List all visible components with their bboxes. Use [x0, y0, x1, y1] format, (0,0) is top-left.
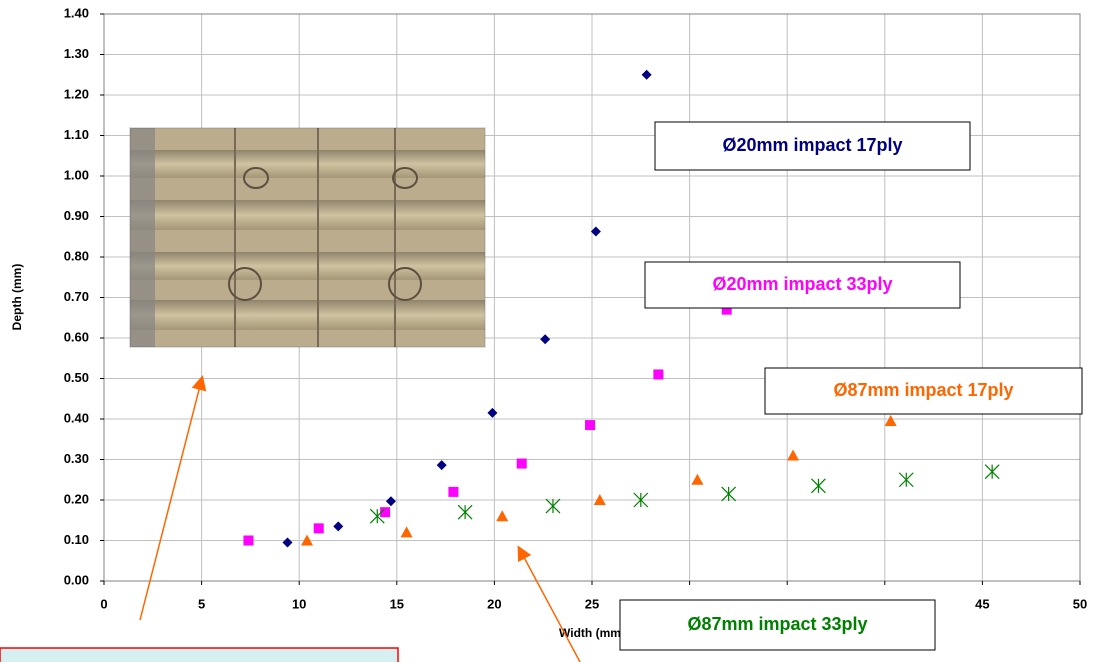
point — [333, 521, 344, 532]
y-tick-label: 0.40 — [64, 410, 89, 425]
point — [436, 460, 447, 471]
x-tick-label: 0 — [100, 596, 107, 611]
y-tick-label: 0.00 — [64, 572, 89, 587]
point — [585, 420, 596, 431]
point — [884, 415, 897, 427]
point — [243, 535, 254, 546]
point — [380, 507, 391, 518]
label-box — [619, 599, 936, 651]
point — [633, 492, 649, 508]
point — [984, 464, 1000, 480]
y-tick-label: 0.50 — [64, 370, 89, 385]
x-tick-label: 50 — [1073, 596, 1087, 611]
point — [313, 523, 324, 534]
point — [457, 504, 473, 520]
arrow — [517, 545, 581, 662]
y-tick-label: 0.80 — [64, 248, 89, 263]
point — [787, 449, 800, 461]
y-tick-label: 0.20 — [64, 491, 89, 506]
series-labels: Ø20mm impact 17ply Ø20mm impact 33ply Ø87m… — [619, 121, 1083, 651]
y-tick-label: 0.10 — [64, 532, 89, 547]
y-tick-label: 1.30 — [64, 46, 89, 61]
inset-photo — [129, 127, 486, 348]
y-tick-label: 1.00 — [64, 167, 89, 182]
point — [593, 494, 606, 505]
point — [641, 69, 652, 80]
label-box — [764, 367, 1083, 415]
x-axis-title: Width (mm) — [559, 626, 625, 640]
point — [721, 486, 737, 502]
point — [516, 458, 527, 469]
legend-label: Ø20mm impact 33ply — [712, 274, 892, 294]
label-box — [644, 261, 961, 309]
point — [590, 226, 601, 237]
y-tick-label: 0.60 — [64, 329, 89, 344]
legend-label: Ø87mm impact 17ply — [833, 380, 1013, 400]
y-tick-label: 0.90 — [64, 208, 89, 223]
point — [811, 478, 826, 494]
note-box — [0, 647, 399, 662]
point — [400, 526, 413, 538]
y-axis-title: Depth (mm) — [10, 264, 24, 331]
x-tick-label: 25 — [585, 596, 599, 611]
y-tick-label: 1.10 — [64, 127, 89, 142]
point — [448, 486, 459, 497]
point — [487, 407, 498, 418]
y-tick-label: 1.20 — [64, 86, 89, 101]
y-tick-label: 0.30 — [64, 451, 89, 466]
point — [301, 534, 314, 546]
point — [721, 304, 732, 315]
point — [282, 537, 293, 548]
point — [898, 472, 914, 488]
y-tick-label: 0.70 — [64, 289, 89, 304]
point — [496, 510, 509, 522]
x-tick-label: 5 — [198, 596, 205, 611]
y-tick-label: 1.40 — [64, 5, 89, 20]
point — [545, 498, 561, 514]
label-box — [654, 121, 971, 171]
point — [385, 496, 396, 507]
point — [653, 369, 664, 380]
point — [369, 508, 385, 524]
point — [691, 473, 704, 485]
legend-label: Ø20mm impact 17ply — [722, 135, 902, 155]
x-tick-label: 20 — [487, 596, 501, 611]
marks — [243, 69, 1000, 548]
x-tick-label: 10 — [292, 596, 306, 611]
legend-label: Ø87mm impact 33ply — [687, 614, 867, 634]
point — [540, 334, 551, 345]
x-tick-label: 45 — [975, 596, 989, 611]
arrow — [139, 375, 207, 621]
x-tick-label: 15 — [390, 596, 404, 611]
